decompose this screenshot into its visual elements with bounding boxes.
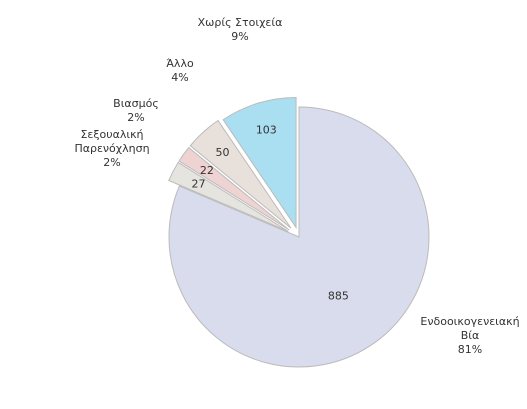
category-label: Χωρίς Στοιχεία xyxy=(197,16,283,29)
value-label: 50 xyxy=(216,146,230,159)
percent-label: 81% xyxy=(457,343,483,356)
pie-slice xyxy=(178,146,290,231)
category-label: Βιασμός xyxy=(113,97,159,110)
pie-slice xyxy=(168,106,430,368)
percent-label: 2% xyxy=(103,156,121,169)
value-label: 103 xyxy=(256,123,277,136)
category-label: Σεξουαλική Παρενόχληση xyxy=(74,128,150,155)
value-label: 22 xyxy=(200,164,214,177)
value-label: 885 xyxy=(328,290,349,303)
category-label: Άλλο xyxy=(166,57,194,70)
pie-slice xyxy=(168,161,289,232)
pie-slice xyxy=(189,119,292,229)
percent-label: 2% xyxy=(127,111,145,124)
percent-label: 9% xyxy=(231,30,249,43)
value-label: 27 xyxy=(191,178,205,191)
category-label: Ενδοοικογενειακή Βία xyxy=(420,315,520,342)
percent-label: 4% xyxy=(171,71,189,84)
pie-slice xyxy=(222,96,297,230)
